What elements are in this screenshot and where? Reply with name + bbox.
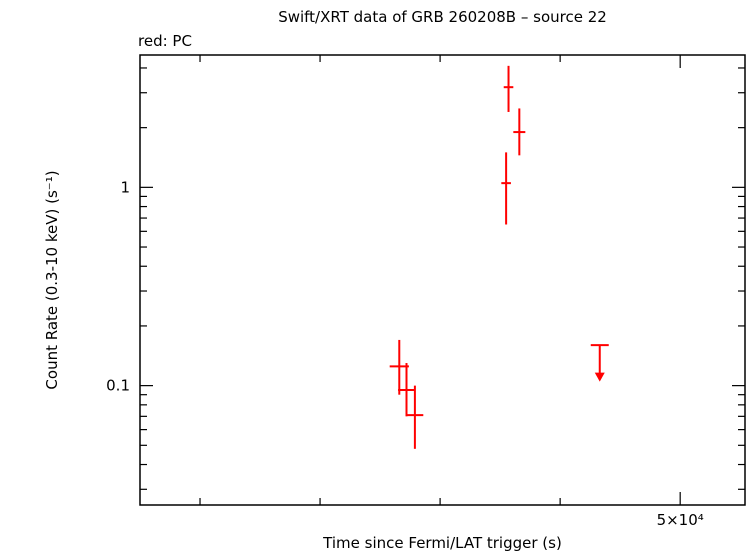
x-axis-label: Time since Fermi/LAT trigger (s) xyxy=(323,534,562,552)
chart-title: Swift/XRT data of GRB 260208B – source 2… xyxy=(278,8,607,26)
y-tick-label: 1 xyxy=(120,178,130,196)
plot-frame xyxy=(139,54,746,506)
legend-pc-label: red: PC xyxy=(138,32,192,50)
y-tick-label: 0.1 xyxy=(106,377,130,395)
x-tick-label: 5×10⁴ xyxy=(657,511,704,529)
upper-limit-arrowhead xyxy=(594,372,605,382)
